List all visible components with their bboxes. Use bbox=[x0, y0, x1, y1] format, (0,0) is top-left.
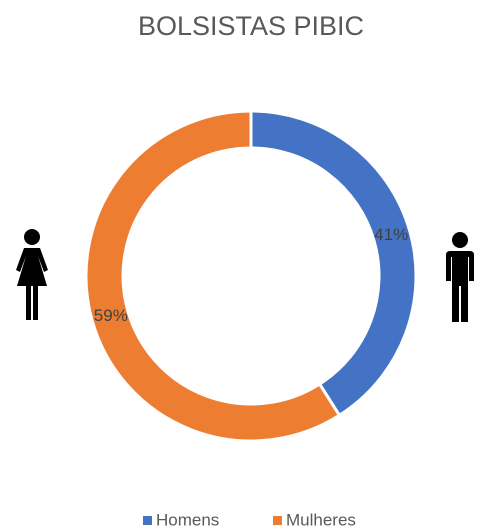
legend-label: Mulheres bbox=[286, 510, 356, 529]
chart-title: BOLSISTAS PIBIC bbox=[138, 11, 364, 41]
legend-swatch bbox=[273, 516, 282, 525]
legend-label: Homens bbox=[156, 510, 219, 529]
donut-segment bbox=[249, 109, 418, 418]
legend-swatch bbox=[143, 516, 152, 525]
man-icon bbox=[446, 232, 474, 322]
data-label: 41% bbox=[374, 225, 408, 244]
woman-icon bbox=[16, 229, 48, 320]
donut-segment bbox=[84, 109, 342, 443]
data-label: 59% bbox=[94, 306, 128, 325]
